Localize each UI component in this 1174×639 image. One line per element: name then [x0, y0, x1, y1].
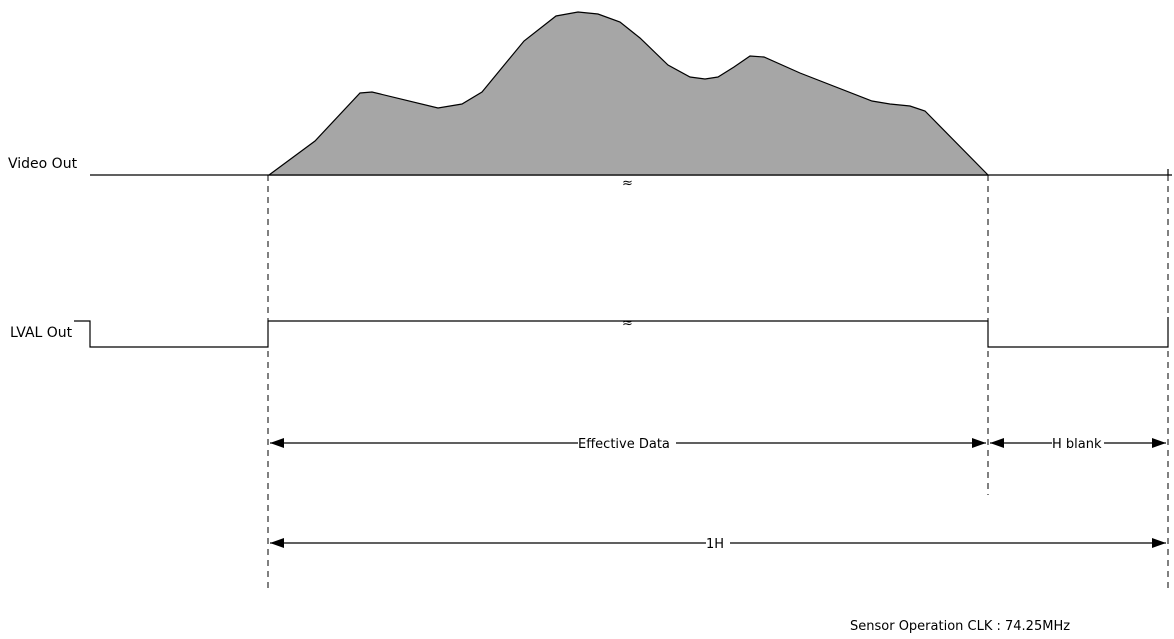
h-blank-label: H blank: [1052, 437, 1102, 452]
lval-waveform: [74, 317, 1169, 348]
sensor-clock-note: Sensor Operation CLK : 74.25MHz: [850, 619, 1070, 634]
lval-out-label: LVAL Out: [10, 325, 73, 341]
video-break-mark: ≈: [622, 176, 633, 191]
video-out-label: Video Out: [8, 156, 78, 172]
video-waveform: [267, 11, 990, 176]
one-h-label: 1H: [706, 537, 724, 552]
lval-break-mark: ≈: [622, 316, 633, 331]
effective-data-label: Effective Data: [578, 437, 670, 452]
